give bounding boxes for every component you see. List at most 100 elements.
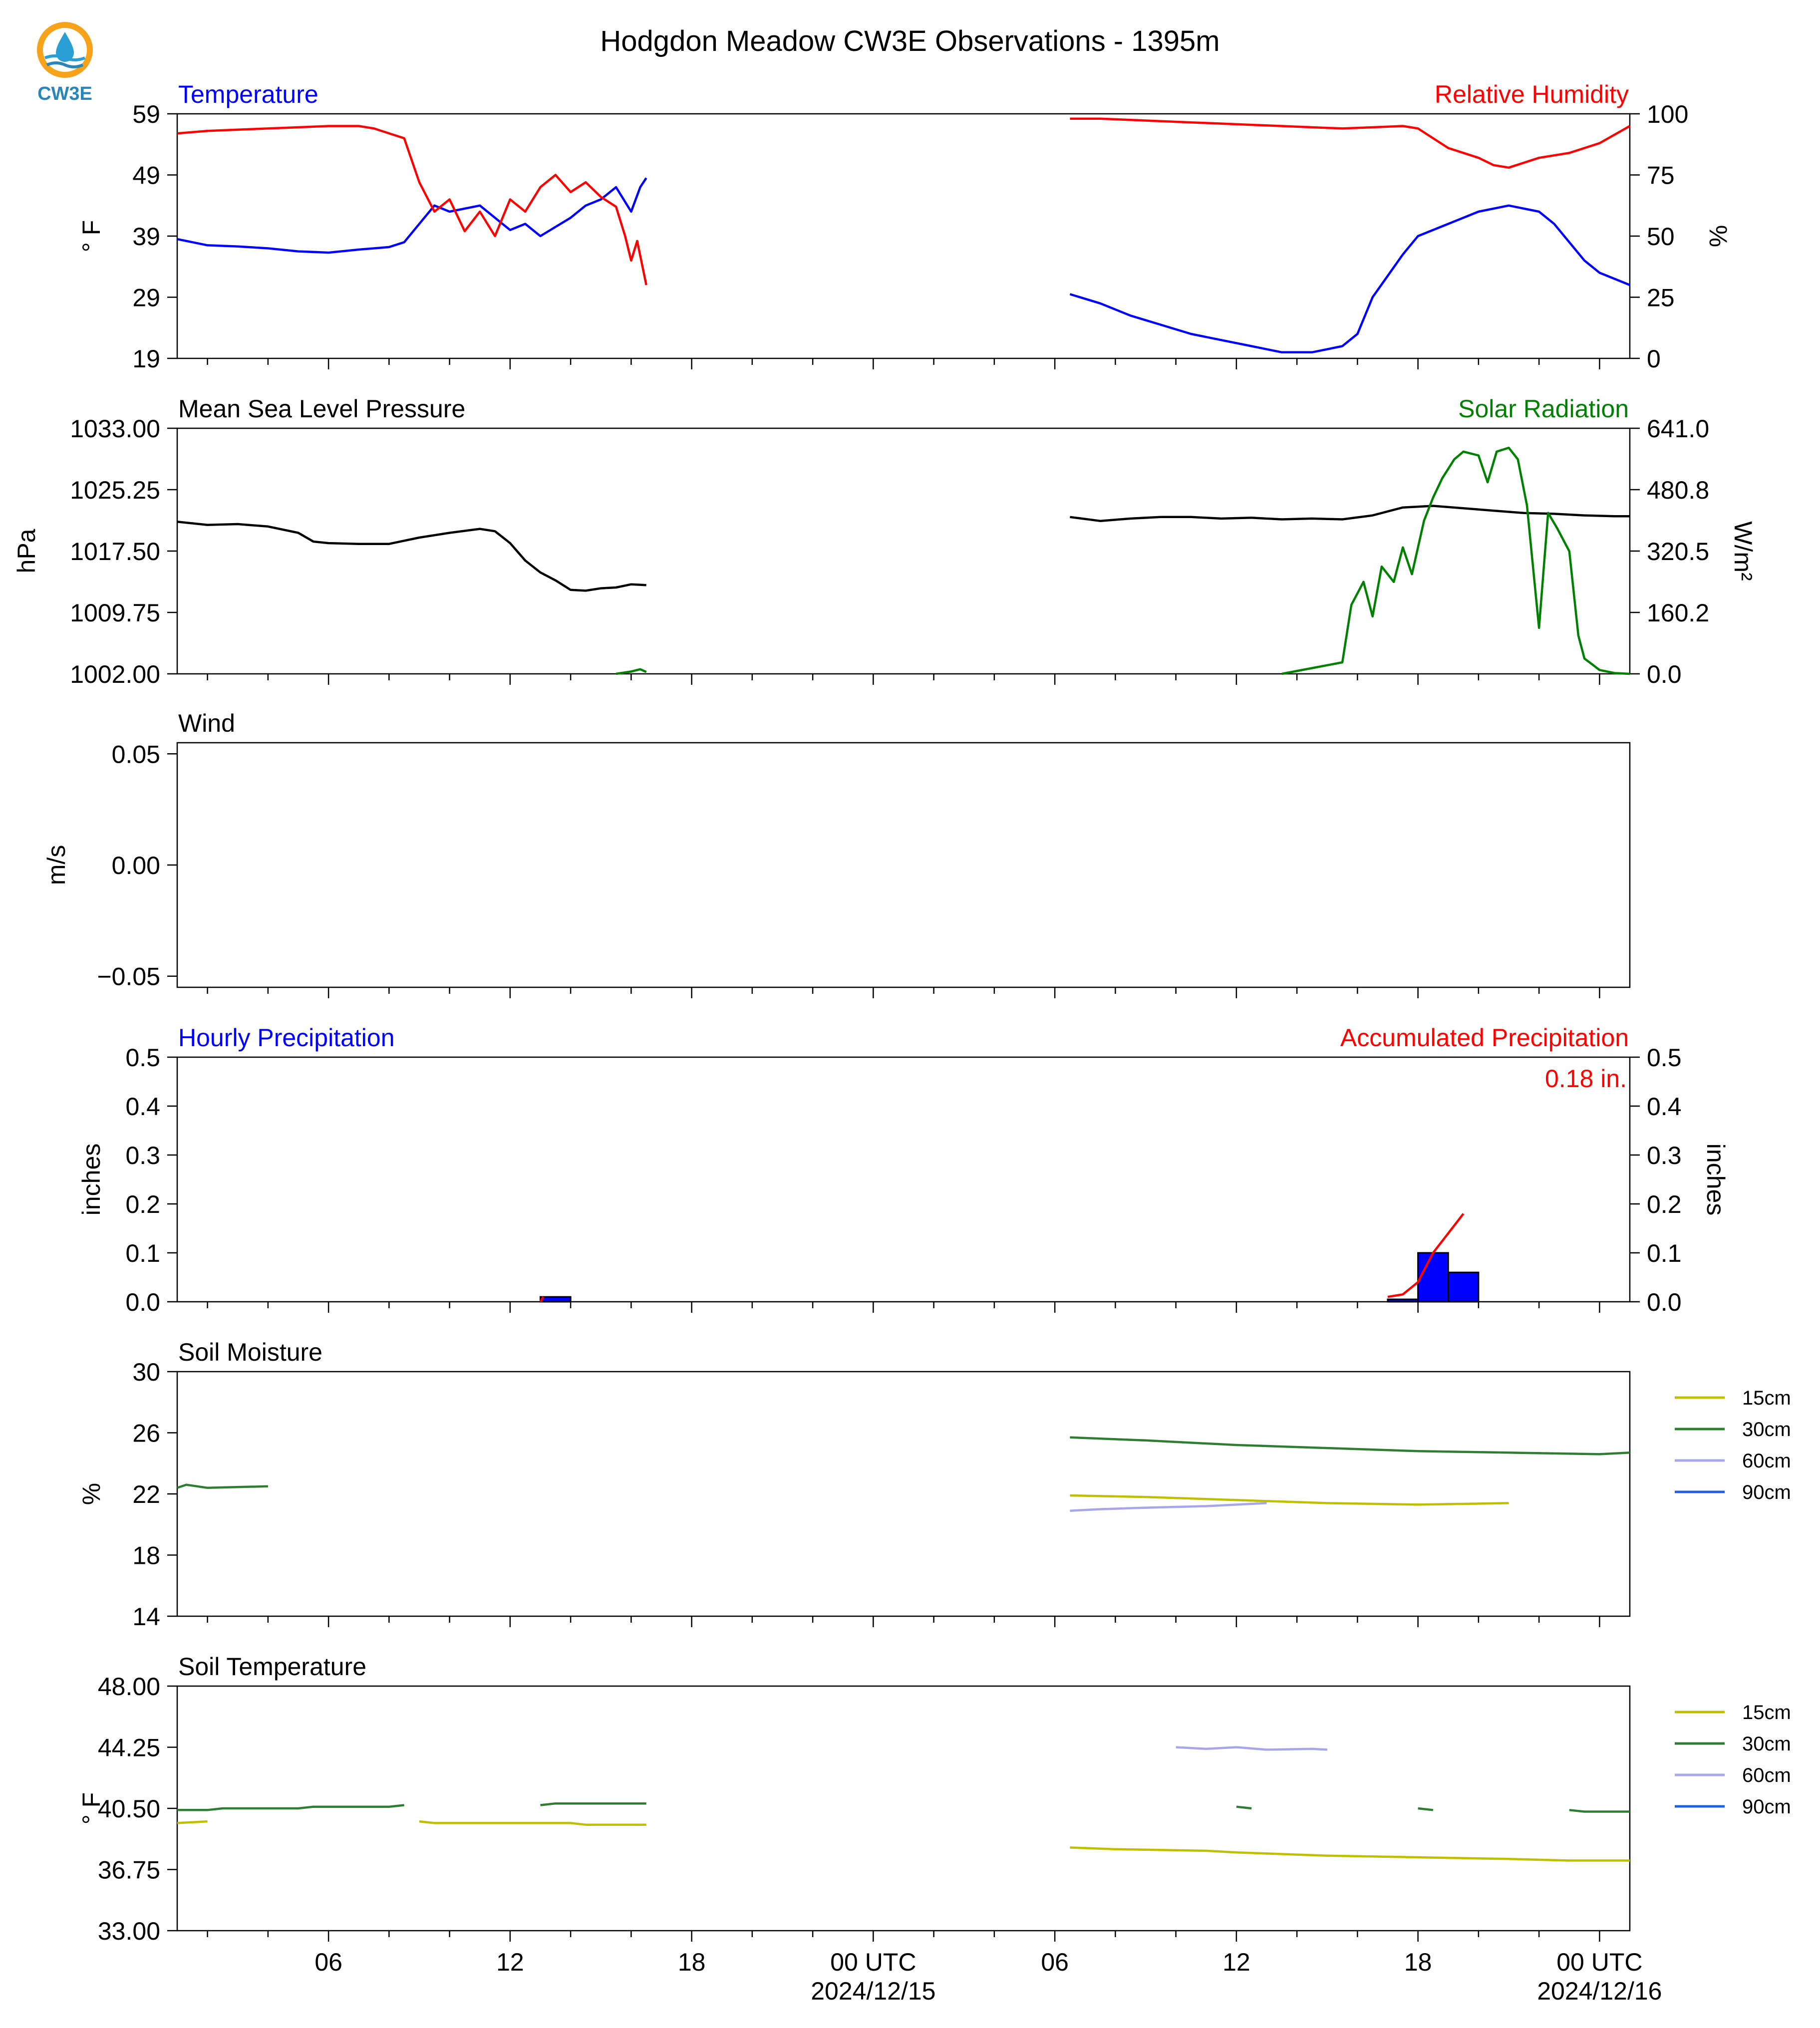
soil-line-30cm-segment-4 bbox=[1418, 1807, 1434, 1811]
solar-radiation-line-segment-3 bbox=[615, 668, 647, 675]
panel-title-left: Mean Sea Level Pressure bbox=[178, 395, 465, 423]
soil-line-30cm-segment-0 bbox=[177, 1804, 404, 1811]
legend: 15cm 30cm 60cm 90cm bbox=[1675, 1387, 1791, 1503]
panel-title-right: Accumulated Precipitation bbox=[1340, 1024, 1629, 1052]
legend-label: 60cm bbox=[1742, 1450, 1791, 1472]
y-tick-label-left: 0.00 bbox=[112, 852, 160, 879]
y-tick-label-right: 25 bbox=[1647, 284, 1675, 312]
droplet-icon bbox=[56, 32, 74, 62]
y-tick-label-left: 48.00 bbox=[98, 1673, 160, 1701]
y-tick-label-right: 0.0 bbox=[1647, 660, 1682, 688]
y-tick-label-left: 0.0 bbox=[125, 1288, 160, 1316]
panel-pressure: Mean Sea Level Pressure Solar Radiation 10… bbox=[12, 395, 1757, 688]
precip-total-label: 0.18 in. bbox=[1545, 1065, 1627, 1093]
legend-label: 90cm bbox=[1742, 1481, 1791, 1503]
y-tick-label-right: 160.2 bbox=[1647, 599, 1709, 627]
x-tick-label: 06 bbox=[314, 1948, 342, 1976]
legend-label: 15cm bbox=[1742, 1387, 1791, 1409]
soil-line-15cm-segment-1 bbox=[419, 1820, 646, 1826]
y-tick-label-left: 1017.50 bbox=[70, 538, 160, 566]
wave-icon bbox=[44, 54, 86, 61]
wave-icon-2 bbox=[46, 61, 84, 68]
y-axis-label-left: inches bbox=[77, 1144, 105, 1216]
panel-title-right: Solar Radiation bbox=[1458, 395, 1629, 423]
cw3e-logo: CW3E bbox=[37, 22, 93, 104]
x-tick-label: 12 bbox=[1222, 1948, 1250, 1976]
y-tick-label-right: 641.0 bbox=[1647, 415, 1709, 443]
y-axis-label-left: ° F bbox=[77, 220, 105, 252]
y-tick-label-left: 0.5 bbox=[125, 1044, 160, 1072]
panel-title-left: Soil Moisture bbox=[178, 1338, 322, 1366]
y-tick-label-left: 39 bbox=[132, 223, 160, 251]
plot-frame bbox=[176, 113, 1631, 359]
y-tick-label-left: 1002.00 bbox=[70, 660, 160, 688]
x-tick-label: 18 bbox=[1404, 1948, 1432, 1976]
y-tick-label-right: 0.2 bbox=[1647, 1190, 1682, 1218]
legend: 15cm 30cm 60cm 90cm bbox=[1675, 1702, 1791, 1818]
solar-radiation-line-segment-6 bbox=[1281, 446, 1630, 675]
y-tick-label-left: 1009.75 bbox=[70, 599, 160, 627]
y-tick-label-right: 0.1 bbox=[1647, 1239, 1682, 1267]
y-tick-label-right: 0.4 bbox=[1647, 1093, 1682, 1121]
x-tick-date-label: 2024/12/15 bbox=[811, 1977, 935, 2005]
plot-frame bbox=[176, 1056, 1631, 1303]
panel-title-right: Relative Humidity bbox=[1435, 80, 1629, 108]
panel-title-left: Temperature bbox=[178, 80, 318, 108]
y-tick-label-left: 29 bbox=[132, 284, 160, 312]
y-tick-label-left: 59 bbox=[132, 100, 160, 128]
y-tick-label-left: 1025.25 bbox=[70, 476, 160, 504]
panel-precip: Hourly Precipitation Accumulated Precipit… bbox=[77, 1024, 1730, 1316]
hourly-precip-bar bbox=[1447, 1271, 1480, 1303]
x-tick-date-label: 2024/12/16 bbox=[1537, 1977, 1662, 2005]
soil-line-15cm-segment-2 bbox=[1070, 1846, 1630, 1862]
plot-frame bbox=[176, 427, 1631, 675]
y-tick-label-left: 30 bbox=[132, 1358, 160, 1386]
y-tick-label-right: 320.5 bbox=[1647, 538, 1709, 566]
plot-frame bbox=[176, 1371, 1631, 1617]
panel-title-left: Hourly Precipitation bbox=[178, 1024, 395, 1052]
y-axis-label-left: ° F bbox=[77, 1792, 105, 1824]
y-tick-label-left: −0.05 bbox=[97, 963, 160, 991]
y-axis-label-left: m/s bbox=[42, 845, 70, 885]
soil-line-15cm-segment-3 bbox=[1070, 1494, 1509, 1506]
soil-line-30cm-segment-0 bbox=[177, 1483, 268, 1489]
hourly-precip-bar bbox=[1387, 1298, 1419, 1303]
y-tick-label-left: 0.4 bbox=[125, 1093, 160, 1121]
logo-text: CW3E bbox=[37, 83, 92, 104]
accumulated-precip-line-segment-1 bbox=[539, 1296, 545, 1303]
relative-humidity-line-segment-0 bbox=[177, 125, 647, 286]
y-tick-label-right: 0.0 bbox=[1647, 1288, 1682, 1316]
y-tick-label-left: 33.00 bbox=[98, 1917, 160, 1945]
y-axis-label-right: inches bbox=[1702, 1144, 1730, 1216]
y-axis-label-right: % bbox=[1704, 225, 1732, 247]
soil-line-60cm-segment-5 bbox=[1070, 1502, 1267, 1512]
y-axis-label-right: W/m² bbox=[1729, 521, 1757, 580]
y-tick-label-right: 75 bbox=[1647, 162, 1675, 190]
y-tick-label-right: 480.8 bbox=[1647, 476, 1709, 504]
hourly-precip-bar bbox=[540, 1296, 572, 1303]
soil-line-30cm-segment-5 bbox=[1569, 1809, 1630, 1813]
legend-label: 30cm bbox=[1742, 1419, 1791, 1441]
pressure-line-segment-1 bbox=[1070, 505, 1630, 522]
panel-soil-temp: Soil Temperature 48.00 44.25 40.50 36.75 33.0… bbox=[77, 1653, 1791, 1945]
soil-line-60cm-segment-3 bbox=[1176, 1746, 1327, 1751]
y-tick-label-left: 0.2 bbox=[125, 1190, 160, 1218]
plot-frame bbox=[176, 742, 1631, 988]
x-tick-label: 00 UTC bbox=[1556, 1948, 1642, 1976]
temperature-line-segment-1 bbox=[1069, 204, 1630, 354]
y-tick-label-left: 40.50 bbox=[98, 1795, 160, 1823]
y-tick-label-left: 49 bbox=[132, 162, 160, 190]
y-tick-label-left: 14 bbox=[132, 1603, 160, 1631]
y-tick-label-left: 19 bbox=[132, 345, 160, 373]
soil-line-30cm-segment-3 bbox=[1070, 1436, 1630, 1455]
x-tick-label: 12 bbox=[496, 1948, 524, 1976]
hourly-precip-bar bbox=[1417, 1252, 1449, 1303]
y-tick-label-right: 100 bbox=[1647, 100, 1688, 128]
legend-label: 15cm bbox=[1742, 1702, 1791, 1724]
chart-panels: Temperature Relative Humidity 59 49 39 29 19 10… bbox=[12, 80, 1791, 2005]
y-tick-label-left: 44.25 bbox=[98, 1734, 160, 1762]
y-tick-label-left: 26 bbox=[132, 1420, 160, 1448]
panel-temperature: Temperature Relative Humidity 59 49 39 29 19 10… bbox=[77, 80, 1732, 373]
